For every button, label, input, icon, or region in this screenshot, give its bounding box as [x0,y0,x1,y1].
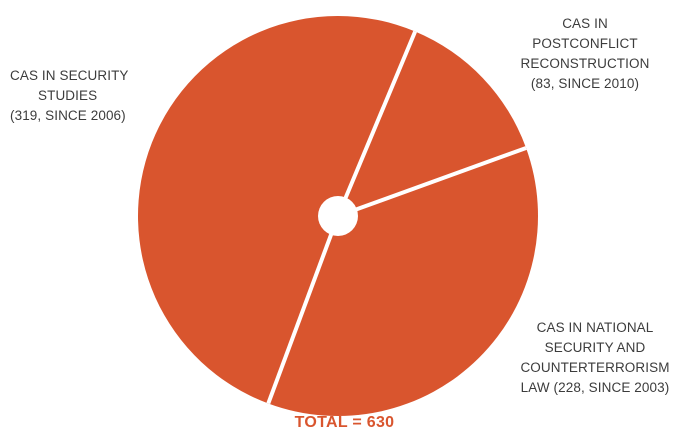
slice-separator-1 [336,30,417,217]
pie-slice-1 [338,31,527,216]
pie-center-hole [318,196,358,236]
pie-slice-0 [138,16,416,404]
label-security-studies: CAS IN SECURITY STUDIES (319, SINCE 2006… [10,68,129,123]
label-postconflict-reconstruction: CAS IN POSTCONFLICT RECONSTRUCTION (83, … [520,16,650,91]
label-national-security-law: CAS IN NATIONAL SECURITY AND COUNTERTERR… [520,320,670,395]
total-label: TOTAL = 630 [294,414,395,431]
slice-separator-2 [337,146,527,218]
slice-separator-0 [266,215,340,405]
pie-slice-2 [268,147,538,416]
